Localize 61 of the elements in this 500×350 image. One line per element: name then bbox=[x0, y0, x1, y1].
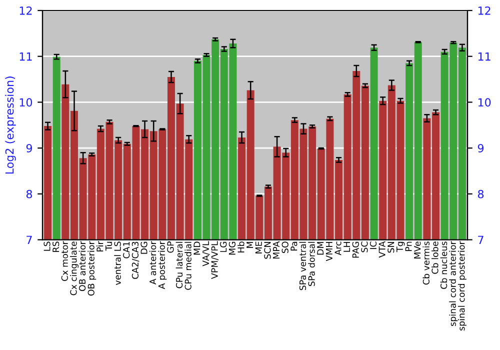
x-tick-label: VMH bbox=[326, 242, 332, 262]
y2-tick-label: 7 bbox=[478, 236, 484, 244]
x-tick-label: MVe bbox=[414, 242, 421, 259]
x-tick-label: OB anterior bbox=[78, 241, 86, 292]
x-tick-label: A posterior bbox=[158, 241, 167, 290]
x-tick-label: LH bbox=[344, 242, 350, 252]
x-tick-label: DM bbox=[317, 242, 324, 255]
y2-tick-label: 9 bbox=[478, 144, 484, 152]
y-axis-title: Log2 (expression) bbox=[5, 76, 16, 174]
x-tick-label: Cx cingulate bbox=[70, 242, 78, 296]
x-tick-label: IC bbox=[370, 242, 377, 249]
x-tick-label: LS bbox=[44, 242, 50, 251]
x-tick-label: Cb lobe bbox=[432, 242, 438, 274]
x-tick-label: spinal cord posterior bbox=[458, 241, 466, 331]
x-tick-label: CA1 bbox=[123, 242, 130, 258]
x-tick-label: spinal cord anterior bbox=[449, 241, 458, 326]
x-tick-label: VA/VL bbox=[202, 241, 210, 266]
y-tick-label: 8 bbox=[26, 190, 32, 198]
x-tick-label: DG bbox=[140, 242, 148, 254]
x-tick-label: M bbox=[246, 242, 254, 248]
y2-tick-label: 8 bbox=[478, 190, 484, 198]
x-tick-label: LG bbox=[220, 242, 227, 252]
x-tick-label: VTA bbox=[378, 241, 386, 258]
x-tick-label: SPa ventral bbox=[299, 242, 306, 290]
y-tick-label: 10 bbox=[20, 98, 32, 107]
x-tick-label: ME bbox=[255, 242, 262, 254]
y-tick-label: 9 bbox=[26, 144, 32, 152]
x-tick-label: SPa dorsal bbox=[308, 242, 315, 286]
x-tick-label: A anterior bbox=[149, 241, 156, 285]
x-tick-label: Cx motor bbox=[61, 241, 68, 281]
x-tick-label: OB posterior bbox=[88, 241, 96, 296]
x-tick-label: Tg bbox=[396, 242, 405, 252]
x-tick-label: MD bbox=[194, 242, 200, 255]
y-tick-label: 11 bbox=[20, 52, 32, 61]
x-tick-label: VPM/VPL bbox=[211, 241, 219, 279]
x-tick-label: CA2/CA3 bbox=[132, 242, 140, 279]
x-tick-label: MG bbox=[228, 242, 236, 255]
x-tick-label: SN bbox=[388, 242, 394, 253]
x-tick-label: SCN bbox=[264, 242, 271, 259]
x-tick-label: PAG bbox=[352, 242, 359, 258]
x-tick-label: Pn bbox=[405, 242, 412, 251]
x-tick-label: MPA bbox=[273, 241, 280, 259]
y-tick-label: 7 bbox=[26, 236, 32, 244]
x-tick-label: GP bbox=[167, 241, 174, 253]
y2-tick-label: 11 bbox=[478, 52, 490, 61]
x-tick-label: SO bbox=[282, 242, 288, 254]
y2-tick-label: 10 bbox=[478, 98, 491, 107]
x-tick-label: Pa bbox=[290, 242, 298, 251]
x-tick-label: Cb nucleus bbox=[440, 242, 448, 289]
x-tick-label: ventral LS bbox=[114, 242, 121, 286]
x-tick-label: Arc bbox=[334, 242, 342, 256]
x-tick-label: Pir bbox=[96, 241, 104, 252]
x-tick-label: CPu medial bbox=[184, 242, 192, 290]
x-tick-label: CPu lateral bbox=[176, 242, 183, 288]
y2-tick-label: 12 bbox=[478, 6, 490, 15]
x-tick-label: RS bbox=[52, 242, 60, 252]
x-tick-label: Tu bbox=[106, 242, 112, 251]
x-tick-label: Hb bbox=[238, 242, 244, 252]
x-tick-label: SC bbox=[361, 242, 368, 252]
y-tick-label: 12 bbox=[20, 6, 32, 15]
x-tick-label: Cb vermis bbox=[422, 242, 430, 285]
